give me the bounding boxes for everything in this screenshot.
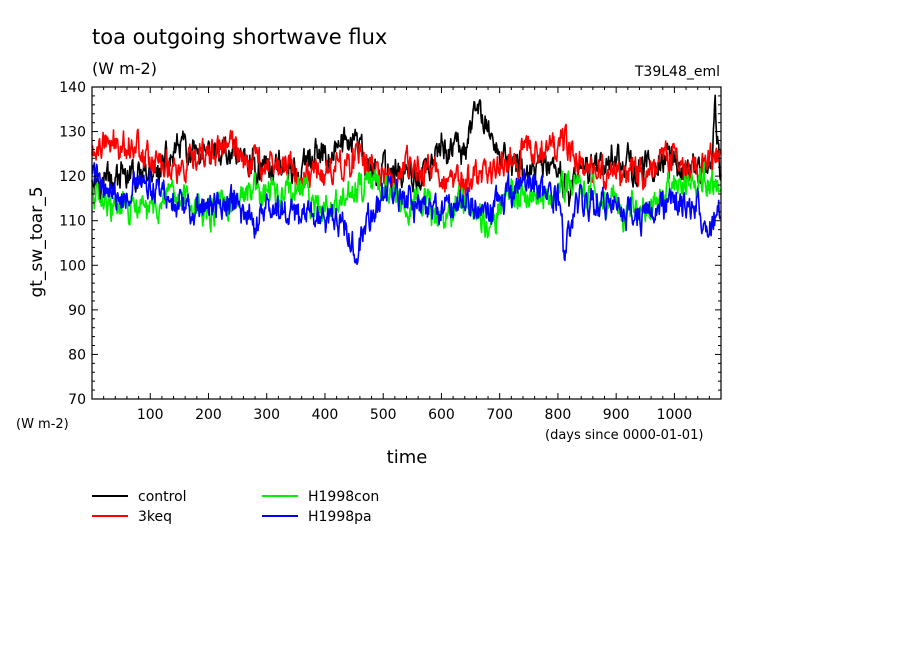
plot-ticks: 100 200 300 400 500 600 700 800 900 1000 70 80 90 100… <box>59 80 721 423</box>
x-tick-label: 800 <box>545 407 572 423</box>
series-line-h1998pa <box>91 162 722 266</box>
x-tick-label: 200 <box>195 407 222 423</box>
chart-units: (W m-2) <box>92 59 157 78</box>
x-axis-label: time <box>387 447 428 468</box>
chart-title: toa outgoing shortwave flux <box>92 25 387 49</box>
legend-label-h1998con: H1998con <box>308 489 379 505</box>
y-tick-label: 140 <box>59 80 86 96</box>
series-line-control <box>91 94 722 207</box>
y-axis-label: gt_sw_toar_5 <box>27 186 47 297</box>
x-tick-label: 900 <box>603 407 630 423</box>
y-tick-label: 90 <box>68 303 86 319</box>
x-tick-label: 400 <box>312 407 339 423</box>
x-tick-label: 1000 <box>657 407 693 423</box>
x-tick-label: 300 <box>253 407 280 423</box>
y-tick-label: 130 <box>59 125 86 141</box>
x-tick-label: 600 <box>428 407 455 423</box>
y-tick-label: 120 <box>59 169 86 185</box>
x-axis-units: (days since 0000-01-01) <box>545 428 703 443</box>
x-tick-label: 100 <box>137 407 164 423</box>
legend-label-h1998pa: H1998pa <box>308 509 372 525</box>
legend: control 3keq H1998con H1998pa <box>92 489 379 525</box>
x-tick-label: 500 <box>370 407 397 423</box>
y-tick-label: 70 <box>68 392 86 408</box>
y-tick-label: 110 <box>59 214 86 230</box>
y-tick-label: 80 <box>68 347 86 363</box>
run-label: T39L48_eml <box>634 64 720 80</box>
legend-label-control: control <box>138 489 187 505</box>
plot-series <box>91 94 722 266</box>
x-tick-label: 700 <box>486 407 513 423</box>
series-line-3keq <box>91 123 722 197</box>
y-axis-units: (W m-2) <box>16 417 69 432</box>
legend-label-3keq: 3keq <box>138 509 172 525</box>
series-line-h1998con <box>91 161 722 239</box>
plot-frame <box>91 86 722 400</box>
y-tick-label: 100 <box>59 258 86 274</box>
